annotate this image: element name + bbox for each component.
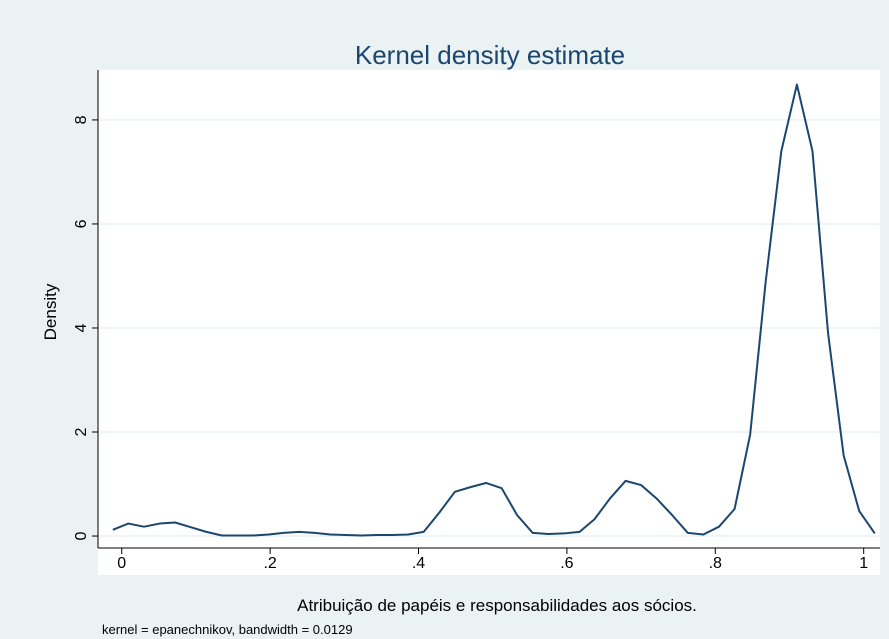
y-tick-label: 8 — [73, 115, 90, 124]
x-tick-label: 1 — [859, 555, 868, 572]
y-tick-label: 4 — [73, 323, 90, 332]
x-tick-label: 0 — [117, 555, 126, 572]
x-axis-label: Atribuição de papéis e responsabilidades… — [297, 596, 697, 615]
x-tick-label: .2 — [263, 555, 276, 572]
y-tick-label: 6 — [73, 219, 90, 228]
y-tick-label: 0 — [73, 531, 90, 540]
y-tick-label: 2 — [73, 427, 90, 436]
note: kernel = epanechnikov, bandwidth = 0.012… — [102, 622, 353, 637]
y-axis-label: Density — [41, 283, 60, 340]
x-tick-label: .6 — [560, 555, 573, 572]
plot-region — [98, 70, 880, 575]
x-tick-label: .4 — [412, 555, 425, 572]
density-line — [112, 83, 876, 537]
x-tick-label: .8 — [709, 555, 722, 572]
chart-title: Kernel density estimate — [355, 40, 625, 70]
